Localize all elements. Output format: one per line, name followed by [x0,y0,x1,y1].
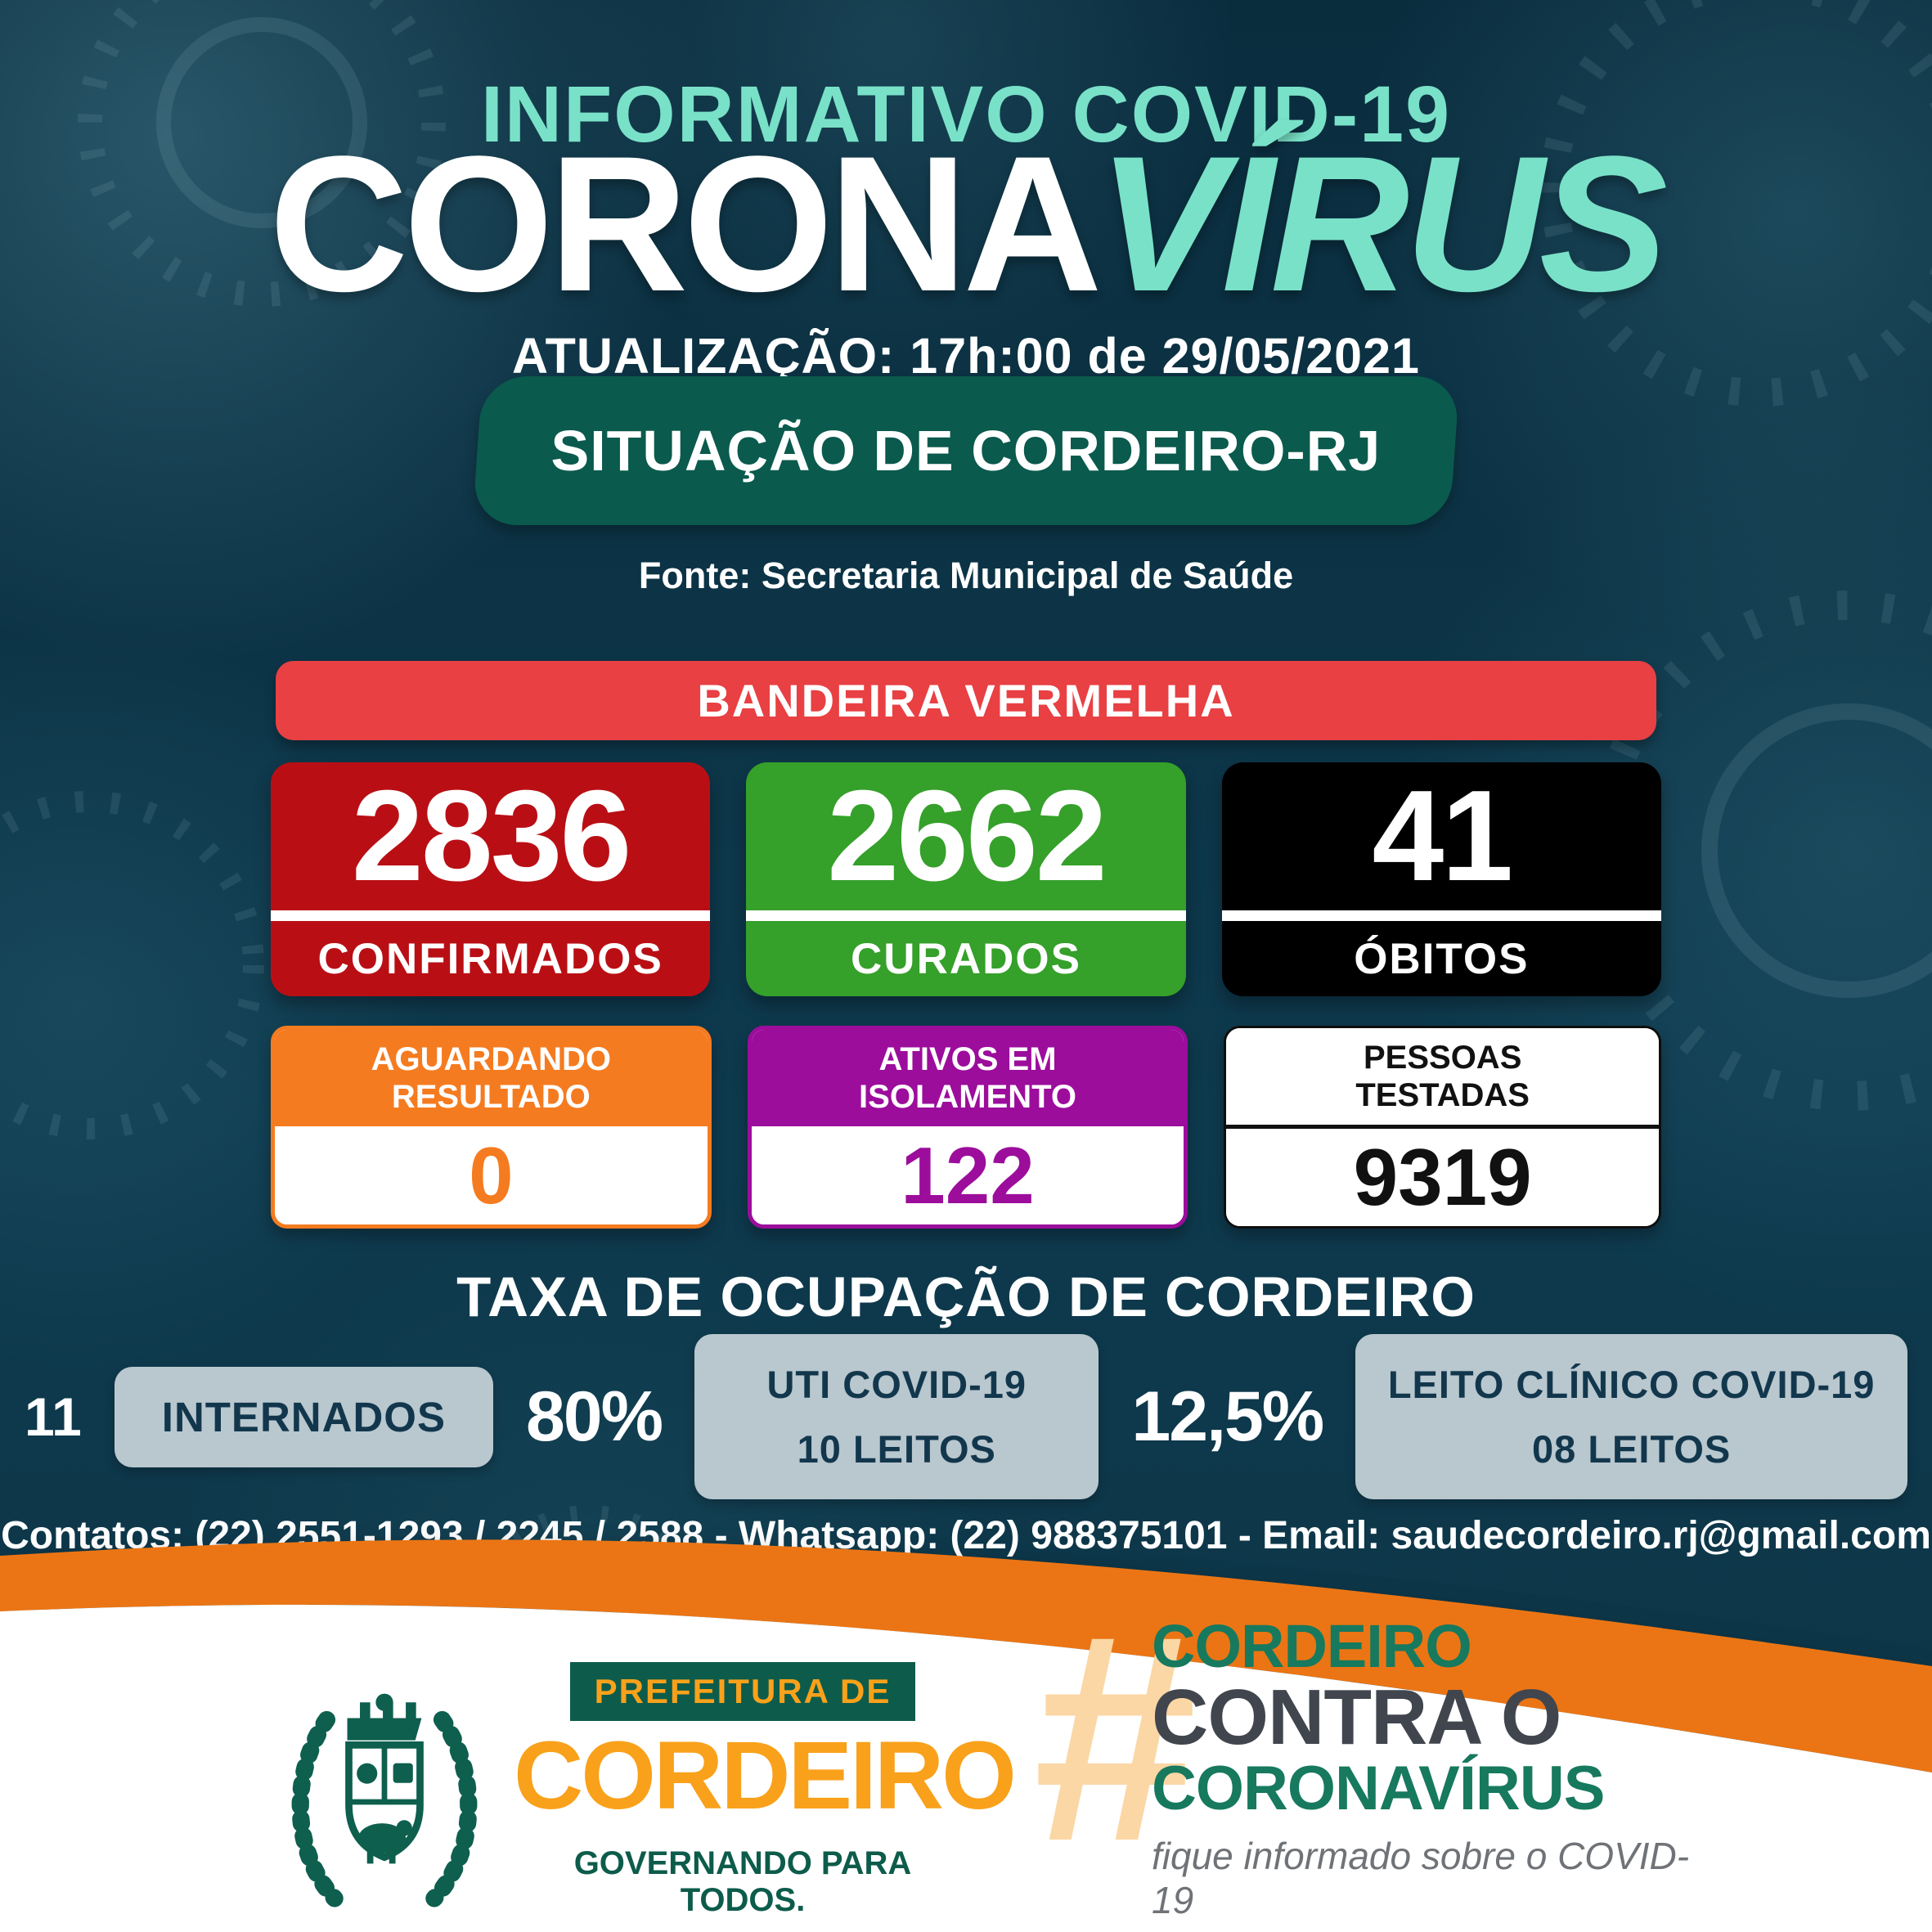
clinical-bed-pill: LEITO CLÍNICO COVID-19 08 LEITOS [1355,1334,1907,1499]
secondary-stats-row: AGUARDANDO RESULTADO 0 ATIVOS EM ISOLAME… [271,1026,1662,1229]
cured-value: 2662 [827,764,1108,908]
deaths-value: 41 [1372,764,1513,908]
card-divider [1221,910,1661,921]
active-isolation-card: ATIVOS EM ISOLAMENTO 122 [747,1026,1188,1229]
update-timestamp: ATUALIZAÇÃO: 17h:00 de 29/05/2021 [512,328,1420,384]
icu-pill: UTI COVID-19 10 LEITOS [694,1334,1099,1499]
active-isolation-label: ATIVOS EM ISOLAMENTO [859,1040,1076,1115]
footer: PREFEITURA DE CORDEIRO GOVERNANDO PARA T… [0,1591,1932,1932]
hashtag-icon: # [1029,1574,1193,1903]
main-title-virus: VÍRUS [1097,116,1668,332]
cured-label: CURADOS [851,934,1081,983]
clinical-bed-pill-line2: 08 LEITOS [1532,1427,1732,1471]
deaths-card: 41 ÓBITOS [1221,762,1661,996]
icu-pill-line1: UTI COVID-19 [766,1363,1027,1406]
primary-stats-row: 2836 CONFIRMADOS 2662 CURADOS 41 ÓBITOS [271,762,1661,996]
card-divider [746,910,1186,921]
card-divider [271,910,711,921]
tested-people-header: PESSOAS TESTADAS [1226,1028,1660,1129]
active-isolation-header: ATIVOS EM ISOLAMENTO [751,1030,1184,1126]
icu-percent: 80% [525,1377,663,1456]
icu-pill-line2: 10 LEITOS [797,1427,996,1471]
deaths-label: ÓBITOS [1354,934,1530,983]
occupancy-row: 11 INTERNADOS 80% UTI COVID-19 10 LEITOS… [0,1319,1932,1515]
prefeitura-slogan: GOVERNANDO PARA TODOS. [573,1845,912,1918]
prefeitura-logo-top: PREFEITURA DE [569,1662,916,1721]
flag-status-banner: BANDEIRA VERMELHA [276,661,1656,740]
active-isolation-value: 122 [751,1126,1184,1224]
cordeiro-coat-of-arms [291,1693,478,1907]
prefeitura-logo: PREFEITURA DE CORDEIRO GOVERNANDO PARA T… [514,1662,1017,1919]
situation-banner: SITUAÇÃO DE CORDEIRO-RJ [472,376,1460,525]
tested-people-value: 9319 [1226,1129,1660,1226]
prefeitura-logo-name: CORDEIRO [514,1722,1017,1830]
awaiting-results-card: AGUARDANDO RESULTADO 0 [271,1026,712,1229]
occupancy-title: TAXA DE OCUPAÇÃO DE CORDEIRO [456,1265,1476,1328]
confirmed-label: CONFIRMADOS [317,934,663,983]
campaign-line3: CORONAVÍRUS [1152,1754,1605,1824]
confirmed-value: 2836 [351,764,632,908]
inpatients-pill: INTERNADOS [114,1366,493,1467]
campaign-line1: CORDEIRO [1152,1612,1472,1681]
main-title: CORONAVÍRUS [0,128,1932,321]
bulletin-kicker: INFORMATIVO COVID-19 [480,70,1452,159]
campaign-line2: CONTRA O [1152,1673,1561,1761]
campaign-lockup: # CORDEIRO CONTRA O CORONAVÍRUS fique in… [1029,1591,1724,1922]
awaiting-results-value: 0 [275,1126,708,1224]
awaiting-results-label: AGUARDANDO RESULTADO [371,1040,611,1115]
tested-people-card: PESSOAS TESTADAS 9319 [1224,1026,1662,1229]
clinical-bed-pill-line1: LEITO CLÍNICO COVID-19 [1387,1363,1876,1406]
main-title-corona: CORONA [268,116,1103,332]
footer-swoosh [0,1539,1932,1932]
inpatients-value: 11 [25,1386,82,1447]
campaign-tagline: fique informado sobre o COVID-19 [1152,1835,1690,1921]
clinical-percent: 12,5% [1131,1377,1324,1456]
tested-people-label: PESSOAS TESTADAS [1355,1039,1530,1113]
confirmed-card: 2836 CONFIRMADOS [271,762,711,996]
data-source-line: Fonte: Secretaria Municipal de Saúde [638,555,1294,596]
awaiting-results-header: AGUARDANDO RESULTADO [275,1030,708,1126]
cured-card: 2662 CURADOS [746,762,1186,996]
situation-title: SITUAÇÃO DE CORDEIRO-RJ [550,419,1382,483]
